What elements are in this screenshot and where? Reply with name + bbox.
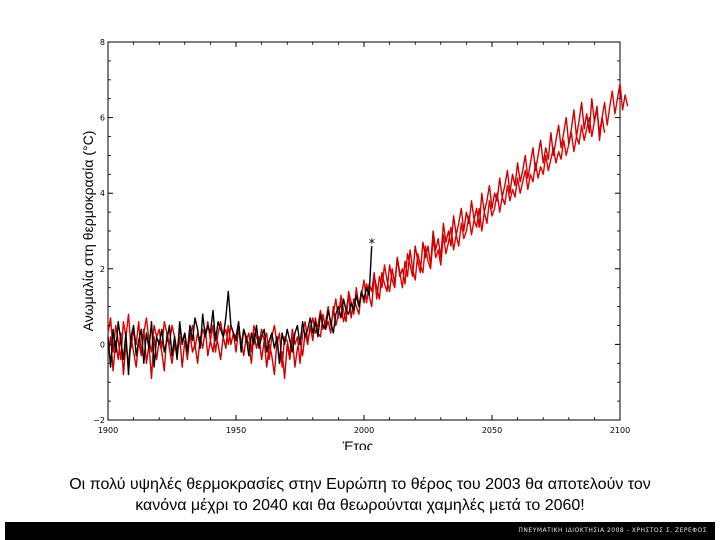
y-tick-label: 2	[100, 265, 105, 274]
y-tick-label: 0	[100, 340, 105, 349]
x-axis-label: Έτος	[342, 438, 374, 450]
y-axis-label: Ανωμαλία στη θερμοκρασία (°C)	[80, 131, 96, 332]
caption: Οι πολύ υψηλές θερμοκρασίες στην Ευρώπη …	[0, 474, 720, 516]
x-tick-label: 2100	[610, 426, 630, 435]
footer-bar: ΠΝΕΥΜΑΤΙΚΗ ΙΔΙΟΚΤΗΣΙΑ 2008 - ΧΡΗΣΤΟΣ Σ. …	[5, 522, 715, 540]
x-tick-label: 2000	[354, 426, 374, 435]
series-layer	[107, 82, 629, 380]
temperature-anomaly-chart: 1900 1950 2000 2050 2100 −2 0 2 4 6 8 * Ανωμαλία σ…	[80, 38, 630, 450]
copyright-text: ΠΝΕΥΜΑΤΙΚΗ ΙΔΙΟΚΤΗΣΙΑ 2008 - ΧΡΗΣΤΟΣ Σ. …	[518, 527, 707, 534]
caption-line-1: Οι πολύ υψηλές θερμοκρασίες στην Ευρώπη …	[69, 476, 651, 493]
y-tick-label: 6	[100, 114, 105, 123]
annotation-asterisk: *	[369, 237, 376, 252]
y-tick-label: 4	[100, 189, 105, 198]
x-tick-label: 1900	[98, 426, 118, 435]
series-line-3	[107, 97, 606, 380]
x-tick-label: 2050	[482, 426, 502, 435]
ticks-layer: 1900 1950 2000 2050 2100 −2 0 2 4 6 8	[93, 38, 630, 435]
series-line-2	[107, 82, 629, 368]
y-tick-label: 8	[100, 38, 105, 47]
y-tick-label: −2	[93, 416, 105, 425]
caption-line-2: κανόνα μέχρι το 2040 και θα θεωρούνται χ…	[135, 497, 585, 514]
plot-frame	[107, 41, 621, 421]
x-tick-label: 1950	[226, 426, 246, 435]
series-line-1	[107, 246, 373, 376]
